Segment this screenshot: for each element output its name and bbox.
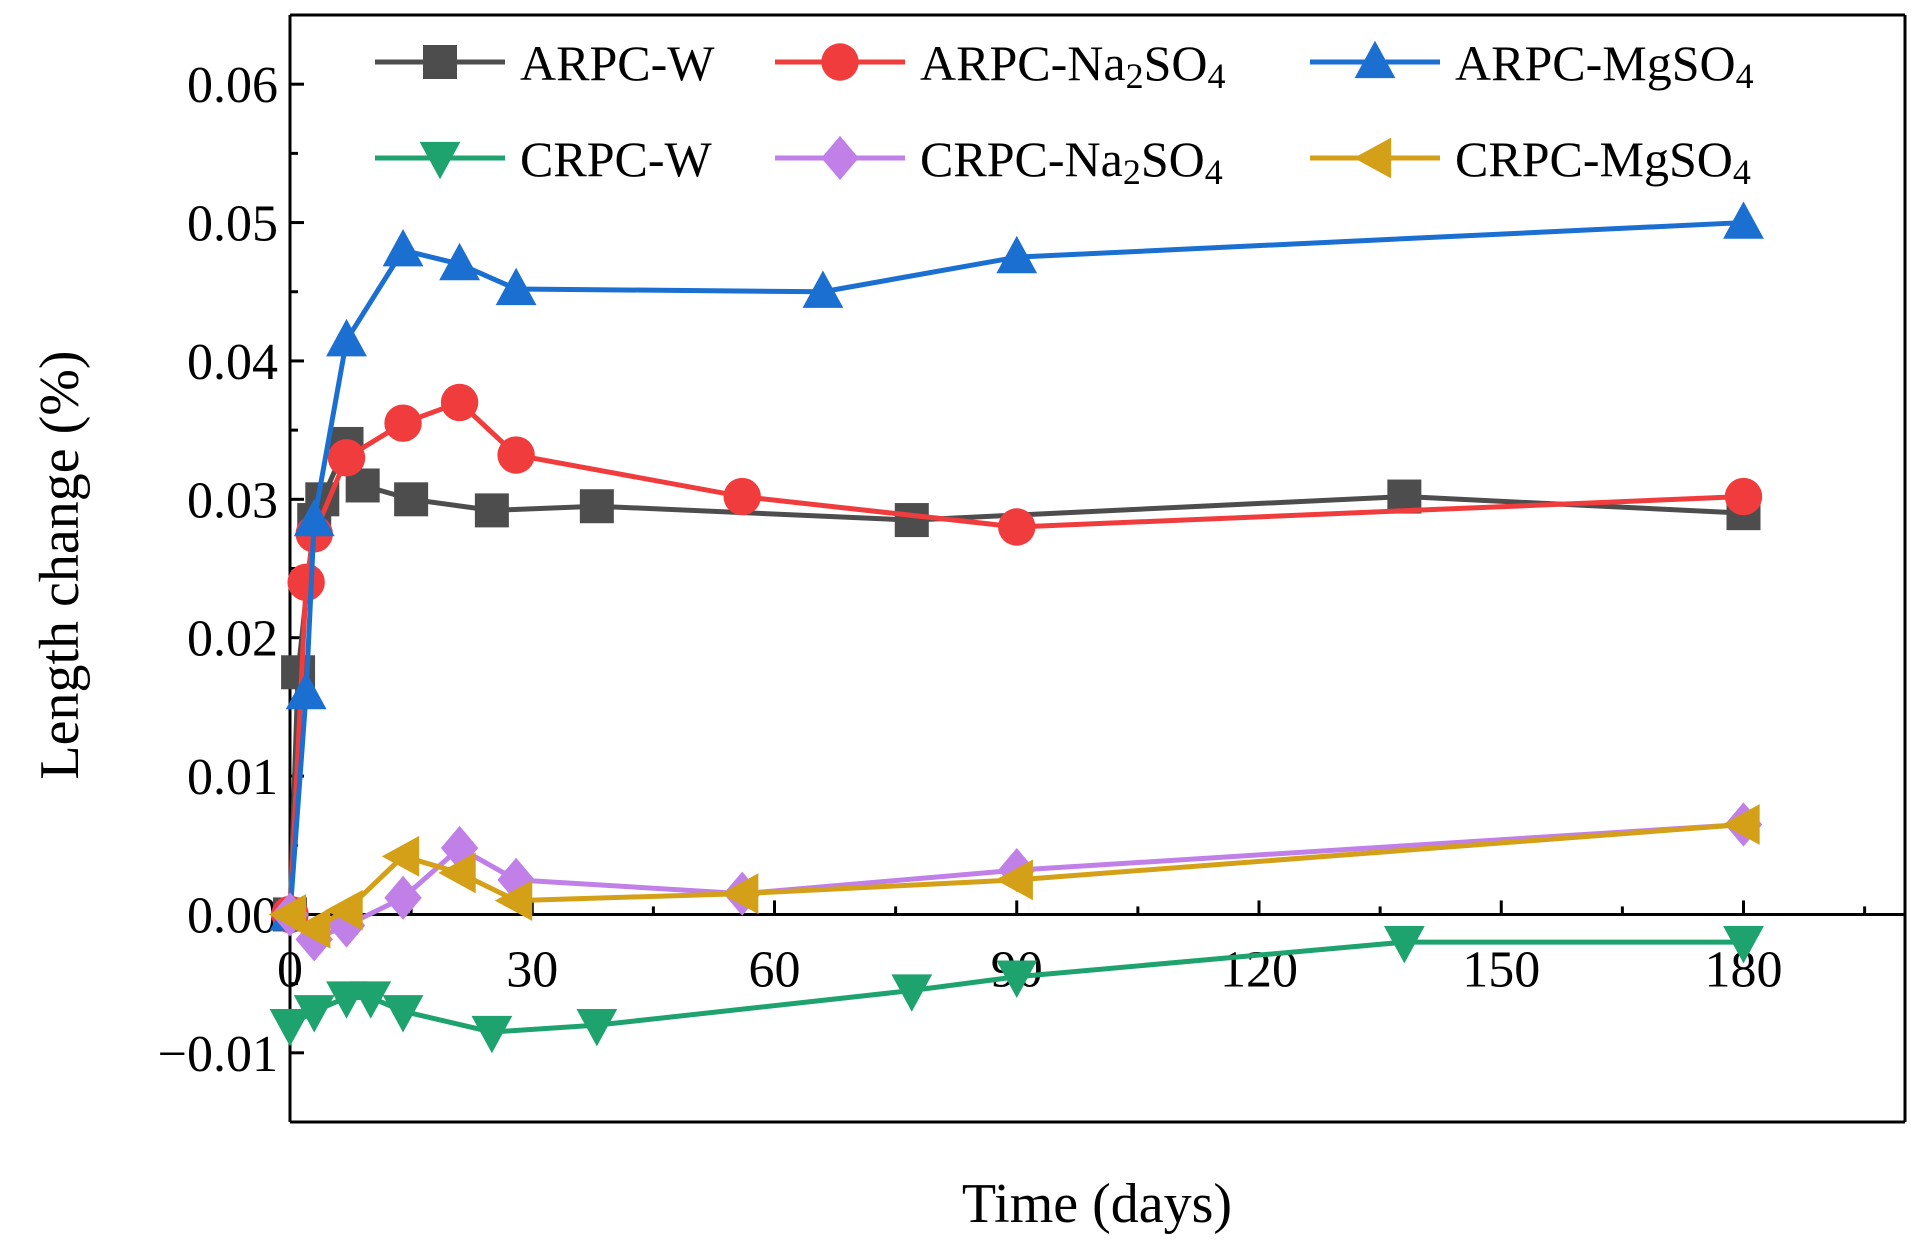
data-point [268, 894, 307, 935]
legend-label-part: 4 [1736, 56, 1754, 96]
data-point [495, 267, 537, 306]
data-point [579, 489, 614, 524]
data-point [995, 859, 1033, 901]
data-point [384, 404, 422, 442]
data-point [474, 493, 509, 528]
legend-label-part: CRPC-MgSO [1455, 131, 1733, 187]
legend-item: ARPC-Na2SO4 [775, 35, 1226, 96]
x-tick-label: 150 [1462, 941, 1540, 998]
data-point [292, 907, 331, 949]
legend-label-part: ARPC-MgSO [1455, 35, 1736, 91]
data-point [293, 498, 335, 537]
data-point [802, 270, 844, 308]
data-point [325, 889, 363, 931]
series-crpc-w [269, 925, 1764, 1054]
data-point [382, 995, 424, 1033]
data-point [381, 835, 420, 877]
y-tick-label: −0.01 [158, 1026, 278, 1083]
x-tick-label: 0 [277, 941, 303, 998]
legend-item: ARPC-W [375, 35, 715, 91]
data-point [723, 477, 761, 516]
x-tick-label: 60 [749, 941, 801, 998]
data-point [438, 852, 476, 894]
y-axis-title: Length change (%) [29, 350, 91, 779]
data-point [1383, 925, 1425, 964]
data-point [576, 1008, 618, 1047]
data-point [1723, 925, 1764, 964]
data-point [1724, 477, 1763, 516]
y-tick-label: 0.05 [187, 196, 278, 253]
data-point [497, 436, 535, 474]
series-group [268, 201, 1764, 1054]
legend-label-part: 4 [1208, 56, 1226, 96]
series-crpc-mgso4 [268, 804, 1760, 949]
legend-label-part: CRPC-Na [920, 131, 1123, 187]
data-point [439, 242, 480, 281]
legend-item: CRPC-MgSO4 [1310, 131, 1751, 192]
y-tick-label: 0.03 [187, 472, 278, 529]
data-point [293, 995, 335, 1033]
data-point [419, 141, 461, 180]
data-point [327, 439, 366, 477]
legend-label: CRPC-Na2SO4 [920, 131, 1223, 192]
data-point [423, 45, 457, 79]
data-point [998, 508, 1036, 546]
data-point [327, 903, 366, 948]
data-point [1353, 137, 1392, 179]
data-point [821, 43, 859, 81]
y-tick-label: 0.02 [187, 611, 278, 668]
axes: −0.010.000.010.020.030.040.050.060306090… [158, 13, 1907, 1124]
data-point [269, 1008, 311, 1047]
data-point [1723, 201, 1764, 239]
series-line [287, 220, 1744, 915]
data-point [285, 671, 327, 710]
x-axis-title: Time (days) [962, 1173, 1232, 1235]
legend-label: ARPC-W [520, 35, 715, 91]
data-point [996, 235, 1038, 274]
y-tick-label: 0.06 [187, 57, 278, 114]
data-point [382, 228, 424, 267]
y-tick-label: 0.00 [187, 887, 278, 944]
data-point [471, 1015, 513, 1054]
legend-item: CRPC-W [375, 131, 713, 187]
data-point [326, 318, 367, 357]
data-point [394, 482, 429, 517]
data-point [891, 974, 933, 1012]
legend-label: CRPC-W [520, 131, 713, 187]
data-point [494, 880, 533, 921]
legend-label: ARPC-Na2SO4 [920, 35, 1226, 96]
data-point [1354, 40, 1396, 79]
data-point [440, 383, 479, 422]
legend-label: ARPC-MgSO4 [1455, 35, 1754, 96]
legend-label-part: 2 [1123, 152, 1141, 192]
legend-label-part: ARPC-W [520, 35, 715, 91]
x-tick-label: 120 [1220, 941, 1298, 998]
data-point [720, 873, 759, 915]
x-tick-label: 30 [506, 941, 558, 998]
legend-label-part: ARPC-Na [920, 35, 1126, 91]
y-tick-label: 0.01 [187, 749, 278, 806]
data-point [287, 563, 325, 602]
legend-label-part: 4 [1733, 152, 1751, 192]
legend-label-part: 4 [1205, 152, 1223, 192]
data-point [350, 981, 392, 1019]
data-point [497, 857, 535, 902]
data-point [1722, 804, 1760, 845]
legend-label-part: SO [1141, 131, 1205, 187]
legend-label-part: 2 [1126, 56, 1144, 96]
legend-item: CRPC-Na2SO4 [775, 131, 1223, 192]
legend-label-part: SO [1144, 35, 1208, 91]
data-point [894, 503, 929, 538]
data-point [996, 960, 1038, 998]
data-point [384, 875, 422, 920]
legend-label: CRPC-MgSO4 [1455, 131, 1751, 192]
y-tick-label: 0.04 [187, 334, 278, 391]
series-arpc-mgso4 [269, 201, 1764, 931]
legend-label-part: CRPC-W [520, 131, 713, 187]
data-point [821, 135, 859, 181]
legend-item: ARPC-MgSO4 [1310, 35, 1754, 96]
